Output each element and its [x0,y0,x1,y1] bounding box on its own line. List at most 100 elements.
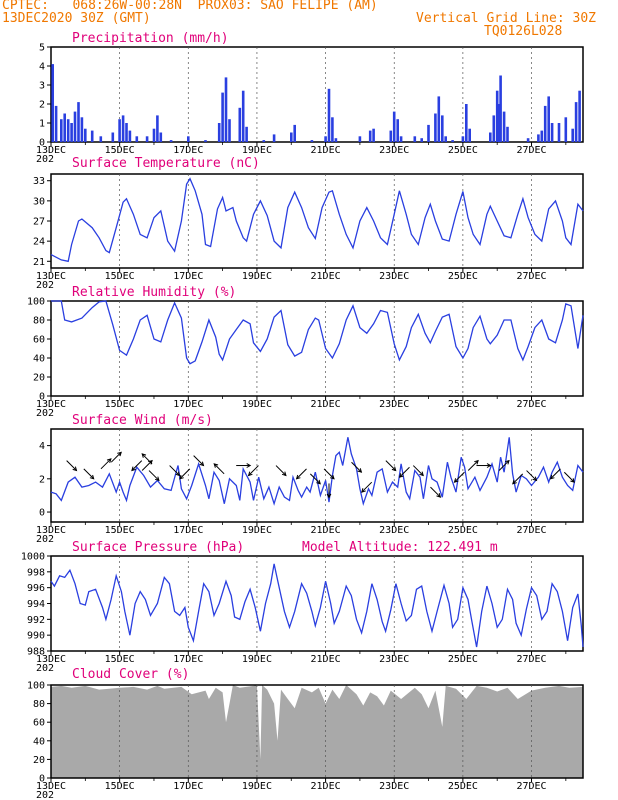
precip-bar [331,117,334,142]
wind-vector [498,460,510,471]
y-tick-label: 2 [39,100,45,111]
precip-bar [461,136,465,142]
precip-bar [571,128,574,142]
panel-press: 13DEC 15DEC 17DEC 19DEC 21DEC 23DEC 25DEC 27DEC… [21,540,584,674]
x-year-label: 202 [36,154,54,165]
wind-vector [100,458,112,470]
precip-bar [238,107,242,142]
x-year-label: 202 [36,408,54,419]
precip-bar [310,140,314,142]
grid-note: Vertical Grid Line: 30Z [416,11,597,26]
model-altitude-label: Model Altitude: 122.491 m [302,540,498,555]
wind-arrowhead [398,473,404,478]
wind-arrowhead [505,459,510,465]
x-tick-label: 27DEC [516,145,546,156]
y-tick-label: 998 [27,567,45,578]
y-tick-label: 1000 [21,552,45,563]
x-tick-label: 19DEC [242,525,272,536]
y-tick-label: 40 [33,736,45,747]
wind-arrowhead [512,479,517,485]
press-line [50,563,584,648]
x-tick-label: 17DEC [173,145,203,156]
x-tick-label: 23DEC [379,271,409,282]
wind-arrowhead [391,466,397,472]
x-tick-label: 13DEC [36,399,66,410]
wind-arrowhead [486,463,492,468]
x-tick-label: 21DEC [311,271,341,282]
wind-vector [351,461,362,473]
panel-frame [50,46,584,143]
wind-vector [193,455,204,466]
x-tick-label: 13DEC [36,525,66,536]
y-tick-label: 0 [39,774,45,785]
wind-vector [213,463,225,475]
wind-vector [454,471,465,483]
precip-bar [111,132,115,142]
precip-bar [169,140,173,142]
x-tick-label: 17DEC [173,525,203,536]
precip-bar [578,90,581,142]
wind-arrowhead [106,458,112,463]
precip-bar [121,115,125,142]
panel-temp: 13DEC 15DEC 17DEC 19DEC 21DEC 23DEC 25DEC 27DEC… [33,156,584,291]
x-year-label: 202 [36,534,54,545]
y-tick-label: 0 [39,392,45,403]
x-tick-label: 15DEC [105,145,135,156]
wind-vector [526,470,537,481]
panel-frame [50,300,584,397]
x-tick-label: 19DEC [242,781,272,792]
precip-bar [66,119,70,142]
precip-bar [245,126,248,142]
wind-vector [550,468,561,480]
precip-bar [368,130,372,142]
y-tick-label: 60 [33,718,45,729]
precip-bar [444,136,447,142]
precip-bar [125,123,128,142]
wind-arrowhead [179,474,184,480]
wind-arrowhead [326,493,332,499]
model-code: TQ0126L028 [484,24,563,39]
station-header: CPTEC: 068:26W-00:28N PROX03: SAO FELIPE… [2,0,378,13]
panel-rh: 13DEC 15DEC 17DEC 19DEC 21DEC 23DEC 25DEC 27DEC… [27,285,584,419]
y-tick-label: 988 [27,647,45,658]
x-tick-label: 27DEC [516,271,546,282]
wind-vector [131,460,143,471]
panel-cloud: 13DEC 15DEC 17DEC 19DEC 21DEC 23DEC 25DEC 27DEC… [27,667,584,800]
panel-frame [50,173,584,269]
y-tick-label: 4 [39,441,45,452]
wind-vector [110,451,122,463]
x-tick-label: 21DEC [311,525,341,536]
x-tick-label: 19DEC [242,271,272,282]
precip-bar [118,119,121,142]
x-tick-label: 13DEC [36,781,66,792]
x-tick-label: 21DEC [311,399,341,410]
wind-arrowhead [532,476,538,482]
x-tick-label: 23DEC [379,654,409,665]
x-tick-label: 27DEC [516,654,546,665]
wind-vector [83,468,95,480]
precip-bar [437,96,441,142]
precip-bar [557,123,561,142]
y-tick-label: 21 [33,257,45,268]
precip-bar [540,130,544,142]
precip-bar [63,113,66,142]
panel-title: Surface Temperature (nC) [72,156,260,171]
y-tick-label: 3 [39,81,45,92]
precip-bar [272,134,276,142]
y-tick-label: 0 [39,508,45,519]
y-tick-label: 30 [33,196,45,207]
y-tick-label: 100 [27,681,45,692]
x-tick-label: 13DEC [36,271,66,282]
precip-bar [54,105,58,142]
precip-bar [128,130,132,142]
precip-bar [204,140,207,142]
wind-vector [309,473,321,485]
x-tick-label: 13DEC [36,654,66,665]
x-tick-label: 23DEC [379,525,409,536]
y-tick-label: 27 [33,217,45,228]
precip-bar [224,77,228,142]
precip-bar [80,117,84,142]
wind-vector [563,471,575,483]
precip-bar [156,115,159,142]
